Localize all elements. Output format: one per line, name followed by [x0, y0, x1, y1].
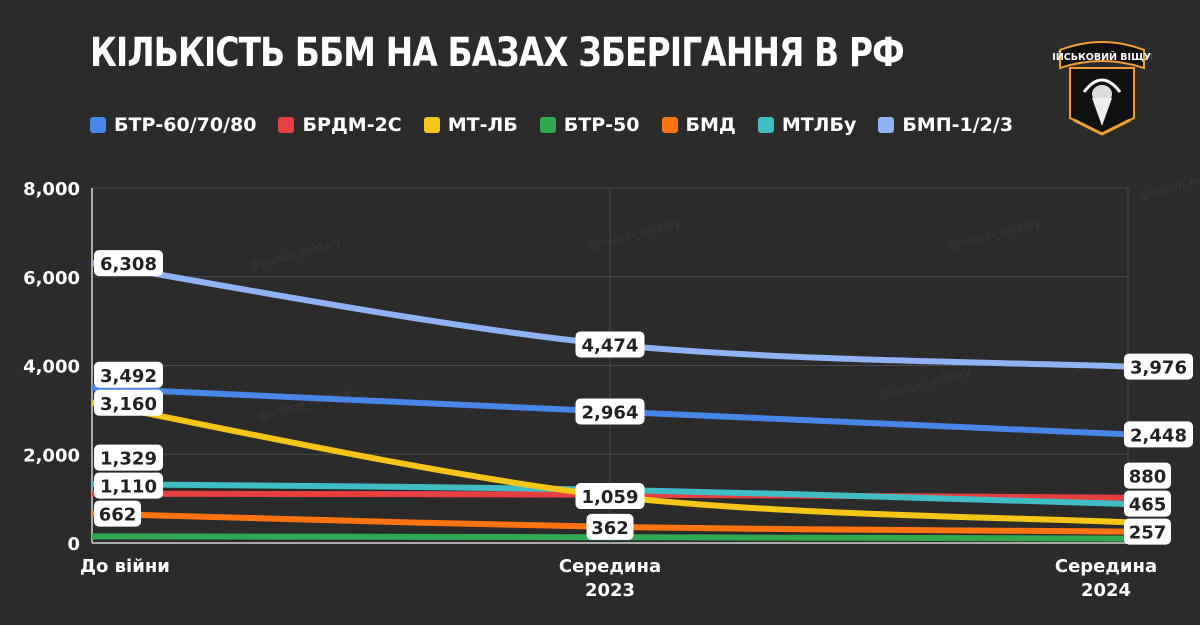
data-label-text: 3,160	[100, 394, 157, 415]
x-tick-label: До війни	[80, 556, 170, 577]
watermark: @vishun_military	[257, 386, 352, 423]
legend-swatch	[90, 117, 106, 133]
data-label: 1,059	[575, 483, 645, 510]
y-tick-label: 2,000	[23, 445, 80, 466]
legend-swatch	[661, 117, 678, 133]
legend-item: БМП-1/2/3	[878, 114, 1013, 136]
data-label-box	[575, 331, 645, 358]
data-label-text: 1,110	[100, 477, 157, 498]
y-tick-label: 0	[67, 534, 80, 555]
data-label: 2,964	[575, 398, 645, 425]
data-label-text: 4,474	[582, 335, 639, 356]
legend-item: БТР-60/70/80	[90, 114, 256, 136]
watermark: @vishun_military	[877, 366, 972, 403]
data-label-box	[94, 250, 163, 277]
data-label-text: 257	[1129, 523, 1167, 544]
legend-item: БТР-50	[539, 114, 640, 136]
data-label: 3,160	[94, 389, 163, 416]
data-label-box	[1124, 518, 1171, 545]
legend-item: БРДМ-2С	[278, 114, 402, 136]
data-label-box	[94, 500, 141, 527]
watermark: @vishun_military	[947, 216, 1042, 253]
data-label-text: 880	[1129, 467, 1167, 488]
data-label: 662	[94, 500, 141, 527]
logo-text: ВІЙСЬКОВИЙ ВІЩУН	[1052, 51, 1152, 63]
y-tick-label: 8,000	[23, 179, 80, 200]
data-label-text: 2,964	[582, 402, 639, 423]
data-label-box	[1124, 353, 1193, 380]
data-label: 1,329	[94, 444, 163, 471]
data-label-text: 3,492	[100, 366, 157, 387]
data-label-text: 465	[1129, 495, 1167, 516]
legend-label: БМП-1/2/3	[902, 114, 1014, 136]
data-label-box	[575, 483, 645, 510]
data-label-text: 3,976	[1130, 358, 1187, 379]
watermark: @vishun_military	[1137, 166, 1200, 203]
legend-swatch	[757, 117, 774, 133]
data-label: 3,976	[1124, 353, 1193, 380]
y-tick-label: 4,000	[23, 357, 80, 378]
legend-item: МТЛБу	[757, 114, 857, 136]
data-label: 2,448	[1124, 421, 1193, 448]
data-label-text: 662	[99, 505, 137, 526]
data-label-box	[1124, 490, 1171, 517]
legend-swatch	[278, 117, 295, 133]
legend-swatch	[423, 117, 440, 133]
logo: ВІЙСЬКОВИЙ ВІЩУН	[1052, 41, 1152, 136]
x-tick-label: Середина 2023	[559, 556, 661, 601]
data-label: 1,110	[94, 472, 163, 499]
data-label: 880	[1124, 462, 1171, 489]
data-label-text: 362	[591, 518, 629, 539]
legend-label: БРДМ-2С	[302, 114, 402, 136]
data-label-text: 1,329	[100, 449, 157, 470]
legend: БТР-60/70/80 БРДМ-2С МТ-ЛБ БТР-50 БМД МТЛБу БМ…	[90, 114, 1013, 136]
data-label-box	[94, 389, 163, 416]
data-label: 3,492	[94, 361, 163, 388]
data-label-box	[94, 361, 163, 388]
data-label: 4,474	[575, 331, 645, 358]
watermark: @vishun_military	[587, 216, 682, 253]
data-label-text: 1,059	[582, 487, 639, 508]
chart-title: КІЛЬКІСТЬ ББМ НА БАЗАХ ЗБЕРІГАННЯ В РФ	[90, 30, 905, 76]
data-label-box	[1124, 421, 1193, 448]
data-label-box	[94, 444, 163, 471]
data-label-text: 6,308	[100, 254, 157, 275]
x-tick-label: Середина 2024	[1055, 556, 1157, 601]
data-label: 257	[1124, 518, 1171, 545]
legend-swatch	[539, 117, 556, 133]
legend-item: БМД	[661, 114, 736, 136]
legend-swatch	[878, 117, 895, 133]
legend-label: БМД	[685, 114, 736, 136]
data-label-text: 2,448	[1130, 425, 1187, 446]
legend-label: МТ-ЛБ	[447, 114, 518, 136]
data-label-box	[94, 472, 163, 499]
legend-label: БТР-60/70/80	[114, 114, 257, 136]
legend-label: МТЛБу	[781, 114, 857, 136]
data-label: 6,308	[94, 250, 163, 277]
y-tick-label: 6,000	[23, 268, 80, 289]
watermark: @vishun_military	[247, 236, 342, 273]
data-label-box	[575, 398, 645, 425]
legend-item: МТ-ЛБ	[423, 114, 518, 136]
data-label: 465	[1124, 490, 1171, 517]
data-label: 362	[586, 513, 634, 540]
data-label-box	[586, 513, 634, 540]
legend-label: БТР-50	[563, 114, 640, 136]
data-label-box	[1124, 462, 1171, 489]
